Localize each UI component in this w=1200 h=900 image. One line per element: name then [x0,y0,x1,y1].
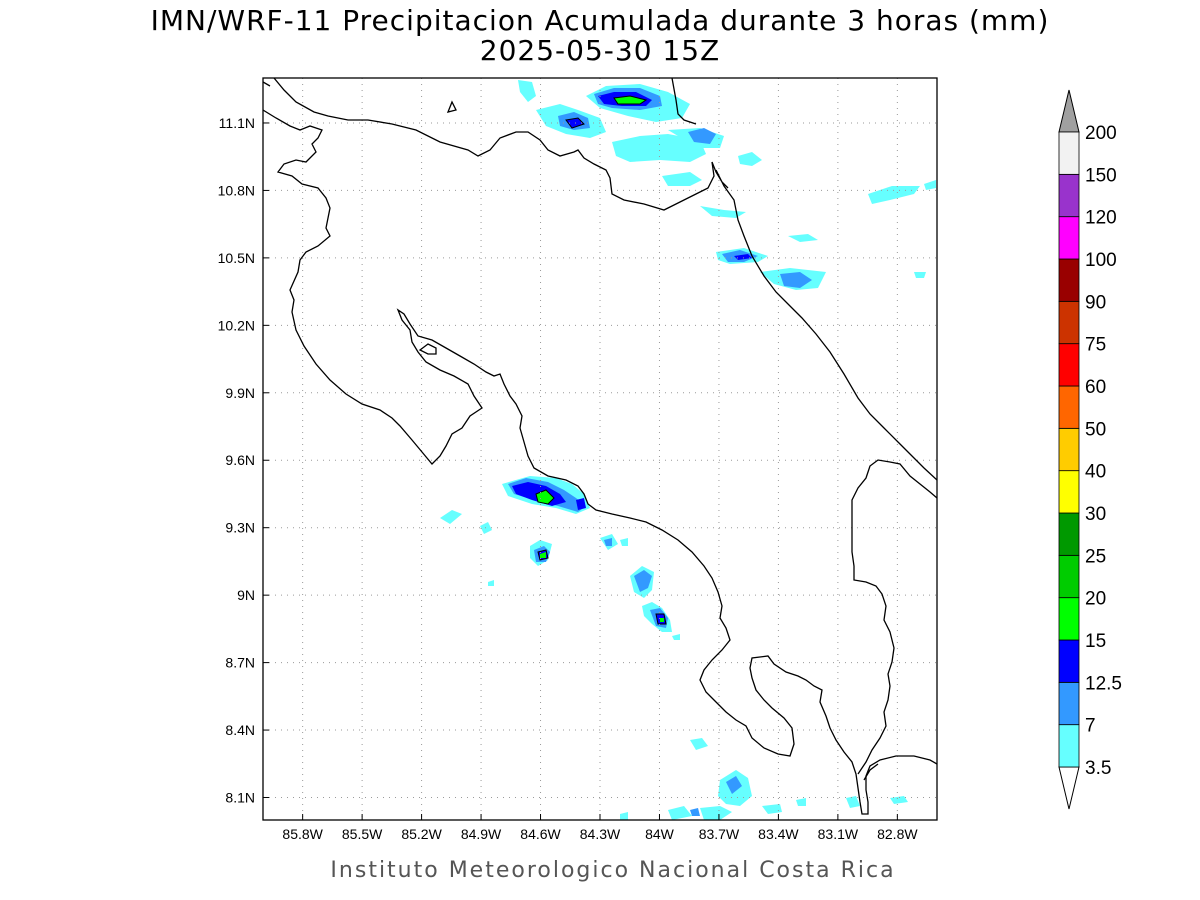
lon-tick-label: 83.1W [818,826,859,842]
map-plot-area [263,78,937,820]
colorbar-swatch [1058,597,1080,641]
lon-tick-label: 83.7W [699,826,740,842]
lat-tick-label: 9.6N [225,452,255,468]
colorbar: 3.5 7 12.5 15 20 25 30 40 50 60 75 90 100 120 150 200 [1058,89,1122,810]
nicaragua-border-north [273,78,715,211]
lon-tick-label: 84.6W [520,826,561,842]
lat-tick-label: 10.2N [218,317,255,333]
costa-rica-caribbean-coast [711,161,937,481]
map-title-line1: IMN/WRF-11 Precipitacion Acumulada duran… [151,4,1050,37]
colorbar-swatch [1058,554,1080,599]
lon-tick-label: 85.2W [401,826,442,842]
small-island-north [446,100,457,113]
colorbar-level-label: 60 [1085,377,1106,398]
colorbar-swatch [1058,724,1080,768]
colorbar-swatch [1058,385,1080,429]
colorbar-swatch [1058,427,1080,472]
colorbar-level-label: 15 [1085,631,1106,652]
lat-tick-label: 9.9N [225,385,255,401]
colorbar-swatch [1058,639,1080,683]
lon-tick-label: 85.8W [282,826,323,842]
colorbar-bottom-arrow [1058,766,1080,810]
chira-island [418,343,437,355]
footer-institution: Instituto Meteorologico Nacional Costa R… [330,858,895,883]
lat-tick-label: 9.3N [225,520,255,536]
colorbar-level-label: 40 [1085,462,1106,483]
colorbar-top-arrow [1058,89,1080,133]
latitude-axis: 11.1N 10.8N 10.5N 10.2N 9.9N 9.6N 9.3N 9N 8.7N 8.… [218,115,269,806]
longitude-axis: 85.8W 85.5W 85.2W 84.9W 84.6W 84.3W 84W 83.7W 83… [282,814,918,842]
lat-tick-label: 10.8N [218,182,255,198]
colorbar-level-label: 120 [1085,208,1117,229]
lon-tick-label: 83.4W [758,826,799,842]
colorbar-level-label: 90 [1085,292,1106,313]
colorbar-swatch [1058,512,1080,556]
colorbar-swatch [1058,216,1080,260]
colorbar-level-label: 50 [1085,419,1106,440]
colorbar-level-label: 100 [1085,250,1117,271]
colorbar-level-label: 7 [1085,716,1096,737]
lat-tick-label: 8.1N [225,790,255,806]
lat-tick-label: 9N [237,587,255,603]
colorbar-level-label: 25 [1085,546,1106,567]
panama-border [851,459,937,781]
nicaragua-caribbean-coast [671,78,697,125]
lon-tick-label: 82.8W [877,826,918,842]
colorbar-swatch [1058,343,1080,387]
map-title-line2: 2025-05-30 15Z [480,34,720,67]
colorbar-level-label: 30 [1085,504,1106,525]
lat-tick-label: 8.7N [225,655,255,671]
lon-tick-label: 84.3W [580,826,621,842]
lat-tick-label: 8.4N [225,722,255,738]
map-gridlines [263,78,937,820]
lon-tick-label: 85.5W [342,826,383,842]
colorbar-swatch [1058,681,1080,726]
coastlines-and-borders [263,78,937,815]
colorbar-level-label: 150 [1085,165,1117,186]
colorbar-swatch [1058,131,1080,175]
colorbar-swatch [1058,258,1080,302]
colorbar-level-label: 12.5 [1085,673,1122,694]
precip-contour-lines [535,95,667,625]
lon-tick-label: 84W [645,826,675,842]
lat-tick-label: 11.1N [219,115,255,131]
colorbar-swatch [1058,173,1080,218]
colorbar-level-label: 20 [1085,589,1106,610]
lon-tick-label: 84.9W [461,826,502,842]
colorbar-level-label: 75 [1085,335,1106,356]
lat-tick-label: 10.5N [218,250,255,266]
costa-rica-pacific-coast-north [263,81,937,815]
colorbar-level-label: 200 [1085,123,1117,144]
colorbar-level-label: 3.5 [1085,758,1111,779]
colorbar-swatch [1058,470,1080,514]
colorbar-swatch [1058,300,1080,345]
